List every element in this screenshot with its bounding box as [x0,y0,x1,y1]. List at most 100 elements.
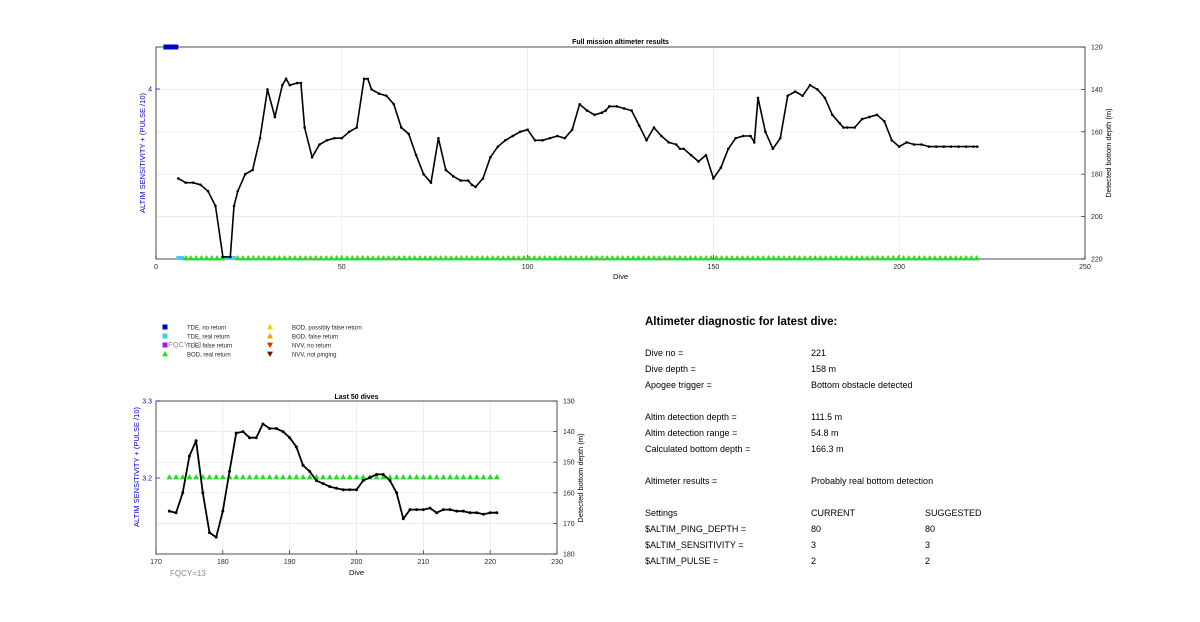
depth-point [381,472,385,476]
depth-point [274,427,278,431]
depth-point [385,94,388,98]
legend-entry-label: NVV, not pinging [292,353,336,359]
depth-point [370,88,373,91]
marker-triangle [286,255,293,261]
depth-point [429,181,433,184]
marker-triangle [468,255,475,261]
depth-point [258,136,262,140]
marker-triangle [276,255,283,261]
marker-triangle [926,255,933,261]
marker-triangle [801,255,808,261]
depth-point [266,88,269,91]
marker-triangle [179,474,186,480]
depth-point [199,183,202,187]
full-mission-right-ticks: 120 140 160 180 200 220 [1081,45,1103,264]
depth-point [637,124,641,127]
depth-point [823,96,827,100]
depth-point [845,126,849,129]
depth-series-line [177,78,978,258]
marker-triangle [572,255,579,261]
depth-point [964,145,968,148]
right-tick-label: 160 [1091,129,1103,136]
marker-triangle [400,474,407,480]
marker-triangle [692,255,699,261]
marker-triangle [916,255,923,261]
marker-triangle [650,255,657,261]
marker-square [176,256,181,260]
depth-point [395,491,399,495]
pulse-label: $ALTIM_PULSE = [645,556,719,566]
marker-triangle [370,255,377,261]
marker-triangle [346,474,353,480]
marker-triangle [697,255,704,261]
marker-triangle [193,255,200,261]
depth-point [181,491,185,495]
marker-triangle [206,474,213,480]
marker-triangle [749,255,756,261]
depth-point [838,122,842,125]
apogee-label: Apogee trigger = [645,380,712,390]
marker-triangle [728,255,735,261]
calculated-depth-value: 166.3 m [811,444,844,454]
last-50-x-ticks: 170 180 190 200 210 220 230 [150,550,563,566]
settings-header-row: Settings CURRENT SUGGESTED [645,508,1185,522]
marker-triangle [853,255,860,261]
depth-point [496,145,500,148]
marker-triangle [380,474,387,480]
marker-triangle [260,255,267,261]
marker-triangle [947,255,954,261]
marker-triangle [463,255,470,261]
marker-triangle [354,255,361,261]
marker-triangle [900,255,907,261]
last-50-left-ticks: 3.3 3.2 [142,399,160,483]
depth-point [392,102,396,106]
x-tick-label: 190 [284,559,296,566]
depth-point [563,136,567,140]
last-50-right-ticks: 130 140 150 160 170 180 [553,399,575,559]
depth-point [461,509,465,513]
detection-range-label: Altim detection range = [645,428,738,438]
depth-point [975,145,979,148]
right-tick-label: 170 [563,521,575,528]
marker-triangle [536,255,543,261]
depth-point [459,179,463,182]
marker-square [224,256,229,260]
marker-triangle [489,255,496,261]
depth-point [957,145,960,148]
marker-triangle [770,255,777,261]
depth-point [890,138,894,142]
depth-point [935,145,938,148]
marker-triangle [239,255,246,261]
depth-point [221,255,225,259]
right-tick-label: 120 [1091,45,1103,52]
marker-triangle [562,255,569,261]
marker-triangle [375,255,382,261]
depth-point [678,147,682,151]
dive-depth-row: Dive depth = 158 m [645,364,1185,378]
marker-triangle [173,474,180,480]
last-50-series [167,422,499,539]
depth-point [236,189,240,193]
marker-triangle [474,255,481,261]
depth-point [883,119,886,123]
marker-triangle [781,255,788,261]
depth-point [533,138,537,142]
marker-triangle [406,255,413,261]
marker-triangle [640,255,647,261]
depth-point [310,155,314,159]
results-row: Altimeter results = Probably real bottom… [645,476,1185,490]
depth-point [194,439,198,443]
depth-point [176,177,180,180]
marker-triangle [302,255,309,261]
marker-triangle [942,255,949,261]
marker-triangle [420,474,427,480]
depth-point [793,90,797,93]
marker-triangle [567,255,574,261]
marker-triangle [416,255,423,261]
marker-triangle [213,474,220,480]
last-50-dives-chart: Last 50 dives 170 180 190 200 210 220 230 1301… [132,394,585,578]
last-50-markers [166,474,500,480]
depth-point [451,175,455,178]
last-50-left-y-label: ALTIM SENSITIVITY + (PULSE /10) [132,407,141,527]
marker-triangle [323,255,330,261]
